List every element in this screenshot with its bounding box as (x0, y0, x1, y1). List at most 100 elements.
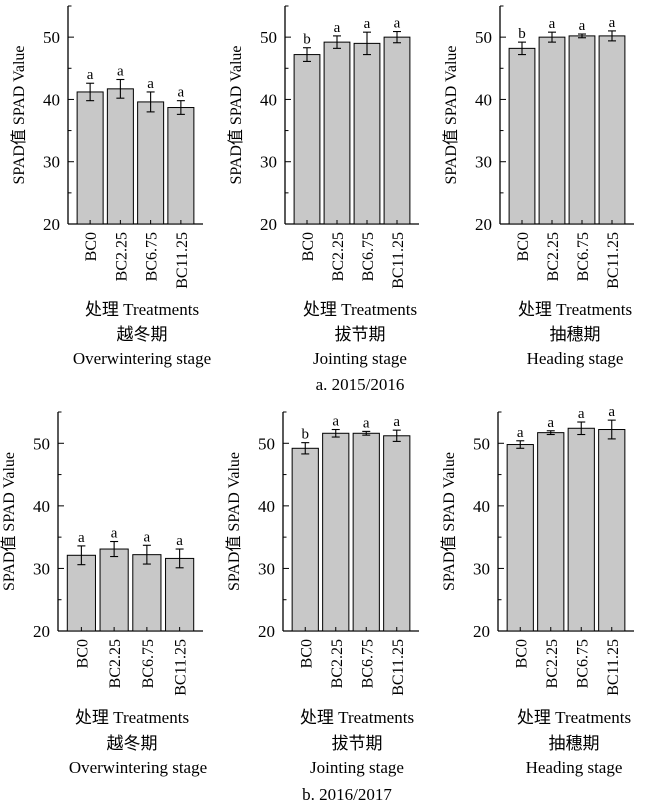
significance-letter: a (364, 16, 371, 32)
stage-en-b-2: Jointing stage (310, 758, 404, 777)
y-tick-label: 40 (260, 90, 277, 109)
stage-en-b-3: Heading stage (526, 758, 623, 777)
bar-BC0 (508, 47, 536, 225)
y-tick-label: 30 (258, 559, 275, 578)
panel-caption-b: b. 2016/2017 (302, 785, 392, 804)
stage-cn-b-1: 越冬期 (107, 734, 158, 753)
significance-letter: a (147, 76, 154, 92)
category-label-BC11.25: BC11.25 (174, 232, 191, 289)
significance-letter: a (579, 18, 586, 34)
bar-chart-p1c0: 20 30 40 50 SPAD值 SPAD Value a BC0 a BC2.25 a BC6.… (0, 411, 203, 696)
y-tick-label: 20 (43, 215, 60, 234)
stage-en-a-1: Overwintering stage (73, 349, 211, 368)
category-label-BC0: BC0 (513, 639, 530, 668)
category-label-BC0: BC0 (298, 639, 315, 668)
category-label-BC2.25: BC2.25 (330, 232, 347, 281)
stage-cn-b-2: 拔节期 (332, 734, 383, 753)
significance-letter: a (609, 15, 616, 31)
stage-cn-a-2: 拔节期 (335, 325, 386, 344)
bar-BC2.25 (323, 41, 351, 225)
stage-cn-a-3: 抽穗期 (550, 325, 601, 344)
category-label-BC6.75: BC6.75 (574, 639, 591, 688)
bar-BC6.75 (137, 101, 165, 225)
y-tick-label: 20 (33, 622, 50, 641)
bar-BC0 (66, 554, 96, 632)
significance-letter: a (517, 425, 524, 441)
y-tick-label: 50 (258, 434, 275, 453)
significance-letter: b (303, 32, 311, 48)
bar-BC6.75 (353, 42, 381, 225)
y-tick-label: 40 (43, 90, 60, 109)
y-tick-label: 30 (260, 153, 277, 172)
category-label-BC2.25: BC2.25 (544, 639, 561, 688)
bar-BC2.25 (537, 432, 565, 632)
bar-BC11.25 (598, 429, 626, 632)
y-tick-label: 50 (33, 434, 50, 453)
bar-chart-p0c0: 20 30 40 50 SPAD值 SPAD Value a BC0 a BC2.25 a BC6.… (10, 5, 203, 289)
bar-BC11.25 (383, 435, 411, 632)
panel-caption-a: a. 2015/2016 (316, 375, 405, 394)
significance-letter: a (87, 67, 94, 83)
xlabel-b-1: 处理 Treatments (75, 708, 189, 727)
xlabel-a-1: 处理 Treatments (85, 300, 199, 319)
bar-BC2.25 (322, 432, 350, 632)
significance-letter: a (394, 16, 401, 32)
significance-letter: a (393, 414, 400, 430)
bar-BC0 (293, 54, 321, 225)
stage-en-b-1: Overwintering stage (69, 758, 207, 777)
y-tick-label: 20 (475, 215, 492, 234)
bar-chart-p0c2: 20 30 40 50 SPAD值 SPAD Value b BC0 a BC2.25 a BC6.… (442, 5, 634, 289)
y-tick-label: 50 (260, 28, 277, 47)
bar-BC6.75 (132, 554, 162, 632)
significance-letter: a (176, 533, 183, 549)
category-label-BC0: BC0 (74, 639, 91, 668)
y-tick-label: 30 (473, 559, 490, 578)
bar-chart-p0c1: 20 30 40 50 SPAD值 SPAD Value b BC0 a BC2.25 a BC6.… (227, 5, 419, 289)
y-axis-label: SPAD值 SPAD Value (10, 45, 28, 184)
significance-letter: a (547, 415, 554, 431)
y-tick-label: 30 (43, 153, 60, 172)
significance-letter: a (549, 16, 556, 32)
y-axis-label: SPAD值 SPAD Value (225, 452, 243, 591)
y-tick-label: 40 (258, 497, 275, 516)
y-tick-label: 40 (33, 497, 50, 516)
significance-letter: a (334, 20, 341, 36)
significance-letter: a (144, 529, 151, 545)
bar-BC11.25 (167, 107, 195, 225)
y-axis-label: SPAD值 SPAD Value (440, 452, 458, 591)
stage-en-a-3: Heading stage (527, 349, 624, 368)
bar-BC2.25 (538, 36, 566, 225)
xlabel-b-3: 处理 Treatments (517, 708, 631, 727)
significance-letter: b (518, 26, 526, 42)
y-tick-label: 50 (473, 434, 490, 453)
category-label-BC11.25: BC11.25 (390, 639, 407, 696)
bar-BC0 (506, 444, 534, 632)
bar-BC0 (76, 91, 104, 225)
y-axis-label: SPAD值 SPAD Value (227, 45, 245, 184)
y-tick-label: 20 (258, 622, 275, 641)
y-tick-label: 20 (473, 622, 490, 641)
significance-letter: a (578, 406, 585, 422)
bar-BC6.75 (567, 427, 595, 632)
significance-letter: a (178, 85, 185, 101)
bar-BC0 (291, 447, 319, 632)
y-tick-label: 50 (475, 28, 492, 47)
category-label-BC2.25: BC2.25 (545, 232, 562, 281)
significance-letter: a (608, 404, 615, 420)
xlabel-b-2: 处理 Treatments (300, 708, 414, 727)
bar-chart-p1c1: 20 30 40 50 SPAD值 SPAD Value b BC0 a BC2.25 a BC6.… (225, 411, 419, 696)
stage-cn-b-3: 抽穗期 (549, 734, 600, 753)
y-tick-label: 30 (475, 153, 492, 172)
category-label-BC0: BC0 (83, 232, 100, 261)
bar-BC11.25 (383, 36, 411, 225)
significance-letter: a (111, 526, 118, 542)
y-tick-label: 50 (43, 28, 60, 47)
category-label-BC11.25: BC11.25 (173, 639, 190, 696)
y-axis-label: SPAD值 SPAD Value (0, 452, 18, 591)
significance-letter: a (78, 530, 85, 546)
bar-BC11.25 (598, 35, 626, 225)
significance-letter: a (363, 415, 370, 431)
stage-en-a-2: Jointing stage (313, 349, 407, 368)
bar-chart-p1c2: 20 30 40 50 SPAD值 SPAD Value a BC0 a BC2.25 a BC6.… (440, 404, 634, 696)
